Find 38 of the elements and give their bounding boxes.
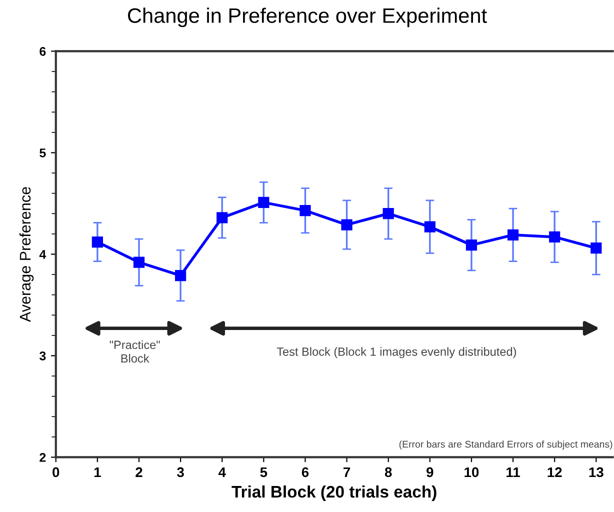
y-tick-label: 5 <box>40 148 46 158</box>
point <box>174 270 186 282</box>
point <box>382 208 394 220</box>
x-tick-label: 1 <box>94 467 101 478</box>
x-tick-label: 0 <box>52 467 60 478</box>
x-tick-label: 10 <box>464 467 479 478</box>
y-tick-label: 6 <box>40 47 46 56</box>
chart-title: Change in Preference over Experiment <box>128 8 487 28</box>
x-tick-label: 2 <box>136 467 142 478</box>
point <box>216 212 228 224</box>
x-tick-label: 13 <box>589 467 604 478</box>
y-axis-title: Average Preference <box>19 187 34 322</box>
point <box>341 219 352 230</box>
x-tick-label: 7 <box>344 467 350 478</box>
point <box>590 242 602 254</box>
y-tick-label: 2 <box>40 453 46 462</box>
y-tick-label: 3 <box>39 352 46 360</box>
x-tick-label: 3 <box>177 467 184 478</box>
annotation: "Practice" Block <box>110 340 160 363</box>
point <box>507 229 519 240</box>
y-tick-label: 4 <box>39 250 46 259</box>
x-tick-label: 8 <box>384 467 392 478</box>
x-tick-label: 9 <box>426 467 434 478</box>
x-tick-label: 4 <box>218 467 226 478</box>
point <box>133 256 145 268</box>
x-tick-label: 6 <box>302 467 309 478</box>
x-tick-label: 5 <box>260 467 268 478</box>
x-tick-label: 12 <box>548 467 562 478</box>
point <box>258 196 270 208</box>
x-tick-label: 11 <box>506 467 520 478</box>
point <box>549 231 560 243</box>
x-axis-title: Trial Block (20 trials each) <box>232 485 436 501</box>
point <box>92 236 103 248</box>
annotation: Test Block (Block 1 images evenly distributed) <box>276 347 516 358</box>
annotation: (Error bars are Standard Errors of subject means) <box>399 440 612 450</box>
point <box>424 221 436 232</box>
point <box>300 205 311 216</box>
point <box>466 240 478 251</box>
